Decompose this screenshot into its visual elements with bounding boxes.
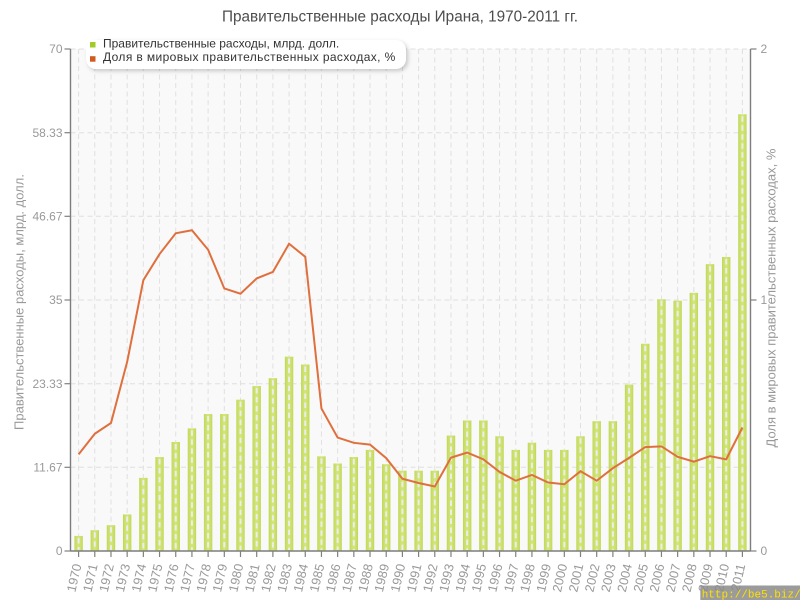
svg-text:Правительственные расходы, млр: Правительственные расходы, млрд. долл. — [103, 36, 339, 50]
svg-text:2007: 2007 — [663, 562, 684, 593]
svg-text:1978: 1978 — [193, 562, 214, 593]
svg-text:2002: 2002 — [582, 562, 603, 593]
svg-text:1991: 1991 — [404, 562, 425, 593]
svg-text:2000: 2000 — [549, 562, 570, 593]
svg-text:2011: 2011 — [728, 562, 749, 592]
svg-text:1984: 1984 — [290, 562, 311, 593]
svg-text:0: 0 — [761, 544, 768, 558]
svg-text:1999: 1999 — [533, 562, 554, 593]
svg-text:2006: 2006 — [646, 562, 667, 593]
svg-text:1981: 1981 — [242, 562, 263, 593]
svg-text:2008: 2008 — [679, 562, 700, 593]
svg-text:1987: 1987 — [339, 562, 360, 593]
svg-text:1988: 1988 — [355, 562, 376, 593]
svg-text:1972: 1972 — [96, 562, 117, 593]
svg-text:11.67: 11.67 — [33, 461, 62, 475]
svg-text:1973: 1973 — [112, 562, 133, 593]
svg-text:2: 2 — [761, 42, 768, 56]
svg-text:1993: 1993 — [436, 562, 457, 593]
svg-text:58.33: 58.33 — [32, 126, 62, 140]
svg-text:1974: 1974 — [128, 562, 149, 593]
svg-text:1986: 1986 — [323, 562, 344, 593]
svg-text:1971: 1971 — [80, 562, 101, 593]
svg-text:Доля в мировых правительственн: Доля в мировых правительственных расхода… — [103, 50, 396, 64]
svg-text:1995: 1995 — [468, 562, 489, 593]
svg-text:2005: 2005 — [630, 562, 651, 593]
svg-text:1979: 1979 — [209, 562, 230, 593]
svg-text:46.67: 46.67 — [32, 210, 62, 224]
svg-text:0: 0 — [56, 544, 63, 558]
svg-text:1989: 1989 — [371, 562, 392, 593]
svg-text:35: 35 — [49, 293, 63, 307]
svg-text:70: 70 — [49, 42, 63, 56]
svg-text:Доля в мировых правительственн: Доля в мировых правительственных расхода… — [764, 148, 779, 447]
svg-text:23.33: 23.33 — [32, 377, 62, 391]
svg-text:1992: 1992 — [420, 562, 441, 593]
svg-text:1975: 1975 — [144, 562, 165, 593]
svg-text:Правительственные расходы, млр: Правительственные расходы, млрд. долл. — [11, 174, 26, 430]
svg-text:1982: 1982 — [258, 562, 279, 593]
svg-text:2001: 2001 — [565, 562, 586, 593]
svg-text:1977: 1977 — [177, 562, 198, 593]
svg-text:2003: 2003 — [598, 562, 619, 593]
svg-text:1: 1 — [761, 293, 768, 307]
svg-text:1980: 1980 — [225, 562, 246, 593]
svg-text:1970: 1970 — [64, 562, 85, 593]
svg-text:1985: 1985 — [306, 562, 327, 593]
svg-text:1997: 1997 — [501, 562, 522, 593]
svg-text:1983: 1983 — [274, 562, 295, 593]
svg-text:2004: 2004 — [614, 562, 635, 593]
svg-text:1990: 1990 — [387, 562, 408, 593]
svg-text:Правительственные расходы Иран: Правительственные расходы Ирана, 1970-20… — [222, 9, 578, 26]
svg-text:1994: 1994 — [452, 562, 473, 593]
svg-text:1976: 1976 — [161, 562, 182, 593]
svg-text:1996: 1996 — [484, 562, 505, 593]
svg-text:1998: 1998 — [517, 562, 538, 593]
svg-text:http://be5.biz/: http://be5.biz/ — [702, 590, 800, 600]
